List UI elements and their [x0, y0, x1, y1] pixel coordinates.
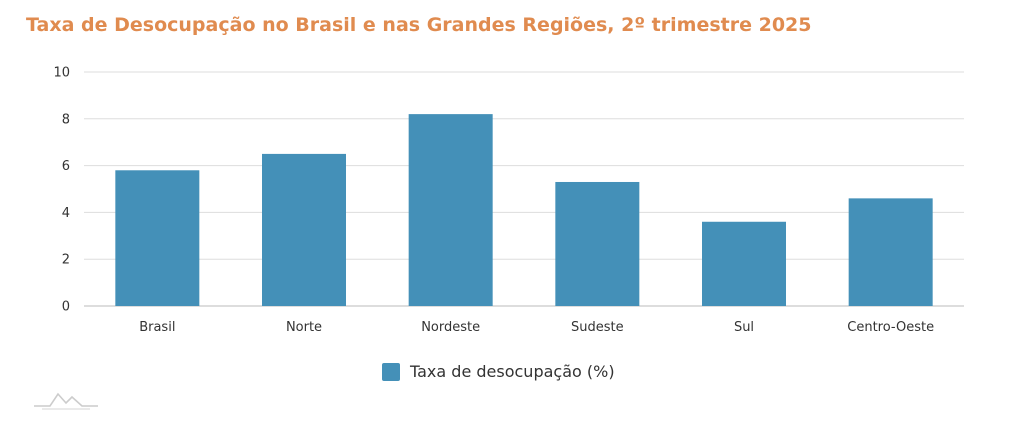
- legend-label: Taxa de desocupação (%): [410, 362, 615, 381]
- legend-swatch: [382, 362, 400, 381]
- y-tick-label: 10: [53, 66, 70, 81]
- y-tick-label: 6: [62, 159, 70, 174]
- x-tick-label: Norte: [286, 320, 322, 335]
- bar-chart: 0 2 4 6 8 10 Brasil Norte Nordeste Sudeste Sul Cen…: [53, 66, 964, 335]
- legend[interactable]: Taxa de desocupação (%): [382, 362, 615, 381]
- x-axis-ticks: Brasil Norte Nordeste Sudeste Sul Centro-Oest…: [139, 320, 934, 335]
- x-tick-label: Brasil: [139, 320, 175, 335]
- y-tick-label: 0: [62, 300, 70, 315]
- bar-sul[interactable]: [702, 221, 786, 306]
- y-tick-label: 4: [62, 206, 70, 221]
- bar-nordeste[interactable]: [408, 114, 493, 307]
- x-tick-label: Centro-Oeste: [847, 320, 934, 335]
- bar-brasil[interactable]: [115, 170, 200, 306]
- x-tick-label: Nordeste: [421, 320, 480, 335]
- bar-sudeste[interactable]: [555, 181, 640, 306]
- x-tick-label: Sul: [734, 320, 754, 335]
- mountain-logo-icon: [34, 392, 98, 410]
- x-tick-label: Sudeste: [571, 320, 624, 335]
- bars: [115, 114, 933, 307]
- chart-title: Taxa de Desocupação no Brasil e nas Gran…: [26, 14, 812, 36]
- y-axis-ticks: 0 2 4 6 8 10: [53, 66, 70, 315]
- bar-centro-oeste[interactable]: [848, 198, 933, 306]
- grid-lines: [84, 71, 964, 307]
- y-tick-label: 2: [62, 253, 70, 268]
- y-tick-label: 8: [62, 112, 70, 127]
- bar-norte[interactable]: [262, 153, 346, 306]
